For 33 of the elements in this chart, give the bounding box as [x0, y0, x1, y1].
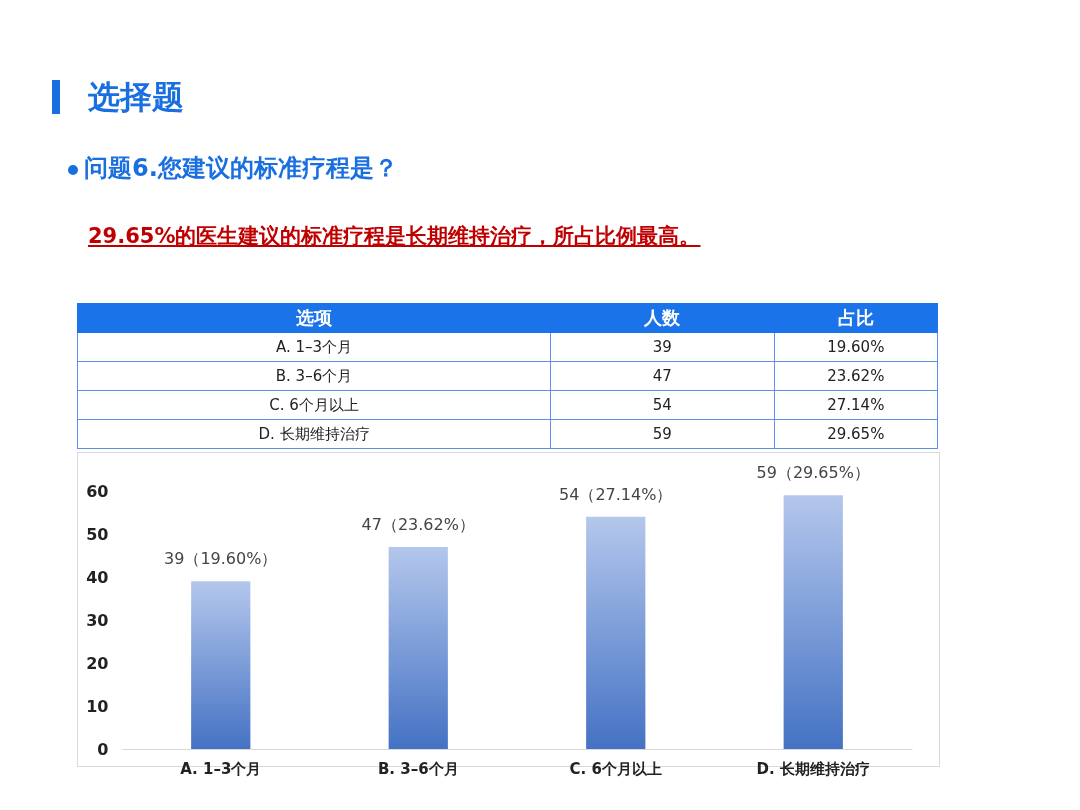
x-tick-label: C. 6个月以上	[569, 759, 662, 778]
x-tick-label: D. 长期维持治疗	[756, 759, 870, 778]
data-label: 39（19.60%）	[164, 549, 278, 569]
text: 19.60%	[774, 332, 938, 362]
category-label: D. 长期维持治疗	[258, 424, 370, 443]
y-tick-label: 20	[86, 653, 109, 673]
text: 59	[550, 419, 775, 449]
category-label: C. 6个月以上	[269, 395, 359, 414]
chart-title: 选择题	[88, 77, 184, 118]
text: 39	[550, 332, 775, 362]
category-label: A. 1–3个月	[275, 337, 353, 356]
data-label: 47（23.62%）	[361, 514, 475, 534]
text: 54	[550, 390, 775, 420]
x-tick-label: A. 1–3个月	[180, 759, 262, 778]
text: 29.65%	[774, 419, 938, 449]
y-tick-label: 50	[86, 524, 109, 544]
category-label: B. 3–6个月	[275, 366, 353, 385]
data-label: 54（27.14%）	[559, 484, 673, 504]
y-tick-label: 40	[86, 567, 109, 587]
text: 47	[550, 361, 775, 391]
y-tick-label: 0	[97, 739, 109, 759]
y-tick-label: 10	[86, 696, 109, 716]
data-label: 59（29.65%）	[756, 463, 870, 483]
text: 占比	[774, 303, 938, 333]
text: 27.14%	[774, 390, 938, 420]
text: 23.62%	[774, 361, 938, 391]
y-tick-label: 30	[86, 610, 109, 630]
y-tick-label: 60	[86, 481, 109, 501]
text: 29.65%的医生建议的标准疗程是长期维持治疗，所占比例最高。	[88, 223, 701, 250]
text: 人数	[550, 303, 775, 333]
x-tick-label: B. 3–6个月	[377, 759, 459, 778]
chart-subtitle: 问题6.您建议的标准疗程是？	[84, 153, 398, 184]
text: 选项	[77, 303, 551, 333]
